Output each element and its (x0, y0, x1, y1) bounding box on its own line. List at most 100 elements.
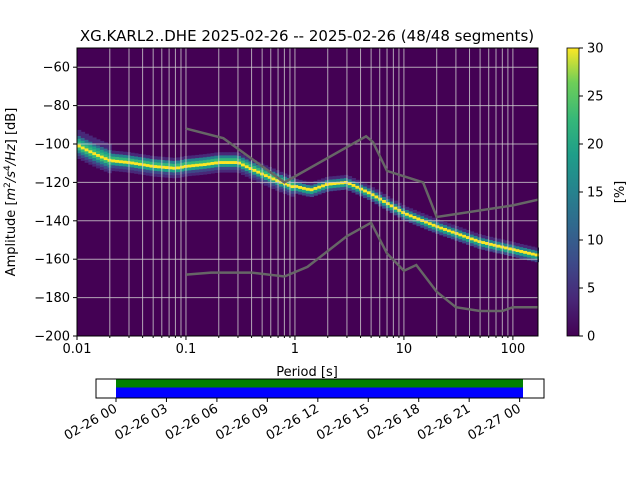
heatmap-cell (111, 156, 116, 160)
heatmap-cell (481, 246, 486, 250)
heatmap-cell (405, 209, 410, 213)
heatmap-cell (382, 193, 387, 198)
heatmap-cell (420, 224, 425, 228)
heatmap-cell (481, 240, 486, 244)
heatmap-cell (515, 251, 520, 255)
heatmap-cell (370, 195, 375, 199)
heatmap-cell (84, 148, 89, 152)
heatmap-cell (229, 163, 234, 167)
heatmap-cell (443, 224, 448, 228)
heatmap-cell (141, 163, 147, 167)
heatmap-cell (294, 187, 299, 191)
heatmap-cell (366, 185, 372, 189)
heatmap-cell (511, 242, 517, 246)
heatmap-cell (164, 160, 169, 164)
heatmap-cell (145, 160, 150, 165)
heatmap-cell (115, 162, 120, 166)
heatmap-cell (164, 162, 169, 167)
heatmap-cell (229, 157, 234, 162)
heatmap-cell (401, 216, 406, 220)
heatmap-cell (248, 169, 253, 173)
heatmap-cell (534, 256, 539, 260)
heatmap-cell (237, 155, 242, 159)
heatmap-cell (283, 190, 288, 194)
heatmap-cell (427, 224, 433, 228)
y-tick-label: −120 (34, 176, 70, 191)
heatmap-cell (279, 171, 284, 175)
heatmap-cell (187, 170, 192, 174)
heatmap-cell (134, 161, 139, 166)
heatmap-cell (309, 185, 314, 189)
heatmap-cell (290, 193, 295, 197)
heatmap-cell (519, 249, 524, 253)
heatmap-cell (488, 245, 494, 249)
heatmap-cell (187, 161, 192, 165)
heatmap-cell (199, 163, 204, 167)
heatmap-cell (77, 147, 82, 151)
heatmap-cell (488, 239, 494, 243)
heatmap-cell (305, 193, 311, 197)
heatmap-cell (530, 249, 536, 253)
used-segments-bar (116, 387, 523, 398)
heatmap-cell (233, 160, 238, 164)
heatmap-cell (256, 170, 261, 174)
heatmap-cell (466, 241, 471, 245)
heatmap-cell (450, 236, 456, 240)
heatmap-cell (519, 246, 524, 250)
heatmap-cell (199, 171, 204, 175)
heatmap-cell (275, 178, 280, 182)
nlnm-curve (185, 220, 538, 313)
heatmap-cell (519, 255, 524, 259)
heatmap-cell (153, 170, 158, 174)
heatmap-cell (523, 250, 528, 254)
heatmap-cell (248, 172, 253, 176)
heatmap-cell (408, 211, 414, 215)
heatmap-cell (416, 211, 421, 215)
heatmap-cell (84, 159, 89, 163)
heatmap-cell (359, 187, 364, 191)
heatmap-cell (256, 167, 261, 171)
heatmap-cell (370, 193, 375, 197)
heatmap-cell (485, 236, 490, 240)
timeline-tick-label: 02-27 00 (466, 401, 524, 443)
colorbar-tick-label: 5 (587, 282, 595, 297)
heatmap-cell (439, 223, 444, 227)
heatmap-cell (443, 230, 448, 234)
heatmap-cell (462, 240, 467, 244)
heatmap-cell (286, 174, 292, 178)
heatmap-cell (508, 247, 513, 251)
heatmap-cell (96, 153, 101, 157)
heatmap-cell (469, 237, 475, 241)
heatmap-cell (347, 184, 353, 188)
heatmap-cell (248, 163, 253, 168)
heatmap-cell (160, 168, 166, 172)
heatmap-cell (115, 159, 120, 163)
nhnm-curve (185, 127, 539, 219)
heatmap-cell (279, 183, 284, 187)
heatmap-cell (363, 183, 368, 187)
heatmap-cell (424, 217, 429, 221)
heatmap-cell (96, 156, 101, 160)
heatmap-cell (119, 157, 124, 161)
heatmap-cell (256, 179, 261, 183)
heatmap-cell (363, 192, 368, 196)
heatmap-cell (530, 246, 536, 250)
colorbar (566, 47, 580, 337)
heatmap-cell (401, 205, 406, 209)
heatmap-cell (469, 240, 475, 244)
heatmap-cell (263, 182, 269, 186)
heatmap-cell (450, 224, 456, 228)
heatmap-cell (355, 188, 360, 192)
heatmap-cell (511, 253, 517, 257)
heatmap-cell (92, 163, 97, 167)
heatmap-cell (191, 155, 196, 159)
heatmap-cell (515, 248, 520, 252)
heatmap-cell (439, 220, 444, 224)
heatmap-cell (88, 152, 93, 157)
heatmap-cell (96, 147, 101, 152)
heatmap-cell (221, 160, 227, 164)
heatmap-cell (141, 166, 147, 170)
heatmap-cell (80, 143, 86, 147)
heatmap-cell (149, 158, 154, 162)
heatmap-cell (351, 178, 356, 182)
